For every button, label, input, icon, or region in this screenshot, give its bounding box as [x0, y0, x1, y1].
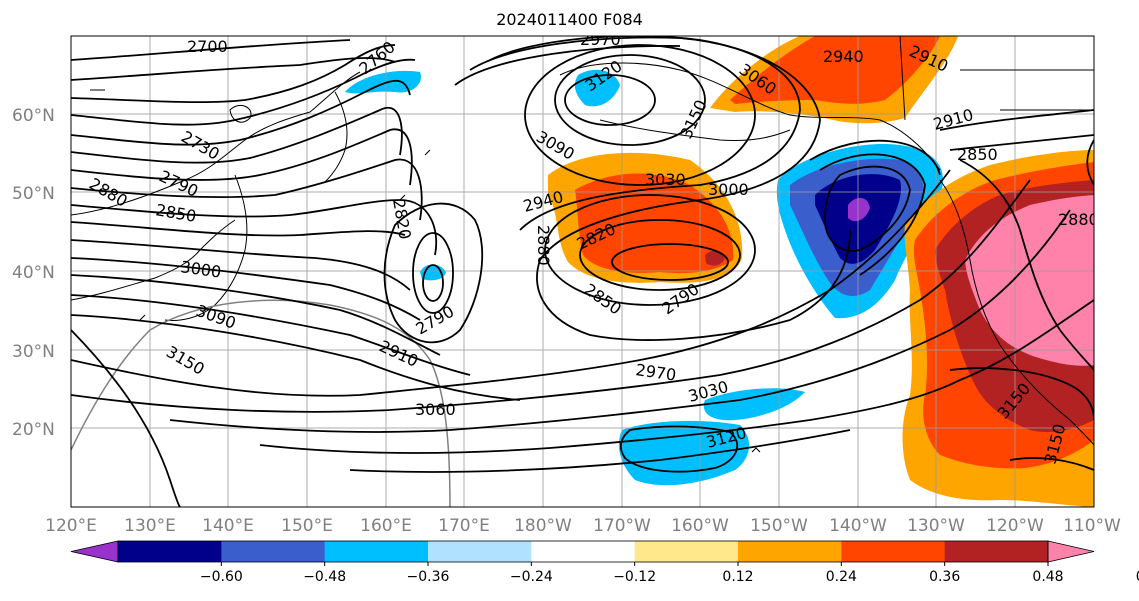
colorbar-tick-label: −0.36 [407, 569, 450, 585]
contour-label: 2880 [1058, 210, 1099, 229]
colorbar-tick-label: 0.24 [826, 569, 857, 585]
colorbar-frame [117, 540, 1049, 563]
lat-label: 20°N [12, 420, 55, 440]
colorbar-swatch [841, 541, 946, 562]
colorbar-swatch [738, 541, 842, 562]
colorbar-tick-label: −0.12 [613, 569, 656, 585]
coast-east-asia [71, 71, 361, 216]
coast-kamchatka [324, 91, 348, 183]
lat-label: 30°N [12, 342, 55, 362]
lon-label: 170°E [438, 516, 490, 536]
lon-label: 170°W [593, 516, 651, 536]
lon-label: 140°E [202, 516, 254, 536]
contour-label: 2970 [580, 30, 621, 49]
lat-label: 60°N [12, 106, 55, 126]
colorbar-swatch [221, 541, 326, 562]
colorbar-tick-label: −0.48 [303, 569, 346, 585]
lon-label: 150°W [750, 516, 808, 536]
colorbar-tick-label: −0.24 [510, 569, 553, 585]
contour-label: 2940 [823, 47, 864, 66]
coast-north-america [939, 179, 1094, 446]
contour-label: 2850 [957, 145, 998, 164]
lon-label: 130°W [907, 516, 965, 536]
coast-hawaii [751, 447, 761, 453]
latitude-labels: 60°N 50°N 40°N 30°N 20°N [12, 106, 55, 440]
anomaly-negative-subtropics [703, 388, 805, 421]
colorbar-tick-label: 0.12 [722, 569, 753, 585]
longitude-labels: 120°E 130°E 140°E 150°E 160°E 170°E 180°… [45, 516, 1121, 536]
map-title: 2024011400 F084 [496, 10, 643, 29]
lon-label: 110°W [1063, 516, 1121, 536]
coast-japan [164, 174, 248, 321]
colorbar-swatch [428, 541, 532, 562]
contour-label: 3030 [645, 170, 686, 189]
contour-label: 2880 [534, 225, 553, 266]
lon-label: 150°E [281, 516, 333, 536]
lon-label: 160°W [671, 516, 729, 536]
lon-label: 160°E [360, 516, 412, 536]
colorbar: −0.60 −0.48 −0.36 −0.24 −0.12 0.12 0.24 0.36 0.4… [70, 540, 1139, 585]
colorbar-tick-label: −0.60 [200, 569, 243, 585]
colorbar-swatch [944, 541, 1049, 562]
map-frame [70, 35, 1095, 508]
colorbar-swatch [531, 541, 636, 562]
lon-label: 140°W [829, 516, 887, 536]
colorbar-tick-label: 0.48 [1032, 569, 1063, 585]
lat-label: 40°N [12, 263, 55, 283]
colorbar-swatch [324, 541, 429, 562]
contour-label: 2700 [187, 37, 228, 56]
colorbar-tick-label: 0.36 [929, 569, 960, 585]
contour-label: 3060 [415, 400, 456, 419]
coast-alaska [559, 62, 941, 171]
lon-label: 130°E [124, 516, 176, 536]
colorbar-swatch [634, 541, 739, 562]
grey-track [71, 299, 451, 507]
lon-label: 180°W [514, 516, 572, 536]
colorbar-swatch [118, 541, 222, 562]
lon-label: 120°E [45, 516, 97, 536]
colorbar-extend-low [70, 540, 119, 563]
lat-label: 50°N [12, 184, 55, 204]
colorbar-tick-label: 0.60 [1136, 569, 1139, 585]
colorbar-extend-high [1047, 540, 1095, 563]
lon-label: 120°W [986, 516, 1044, 536]
height-contours [71, 36, 1094, 507]
contour-label: 3000 [708, 180, 749, 199]
